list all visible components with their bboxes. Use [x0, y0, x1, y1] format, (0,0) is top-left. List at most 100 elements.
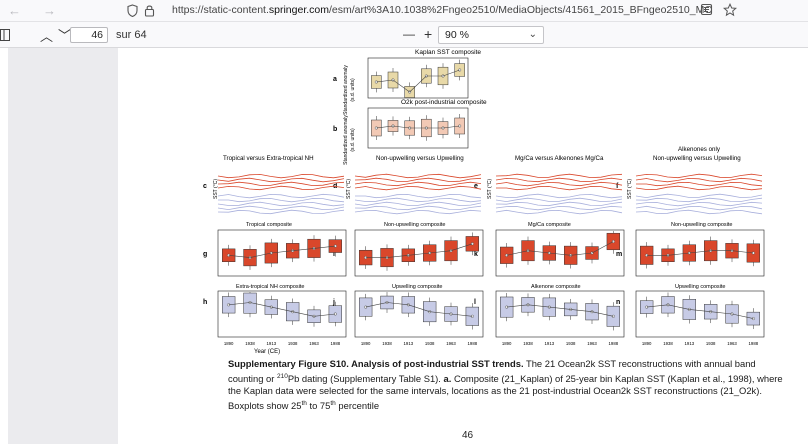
x-tick-label: 1938 — [425, 341, 435, 346]
panel-h-title: Extra-tropical NH composite — [236, 284, 304, 290]
ylabel-e: SST (°C) — [487, 179, 493, 199]
caption-title: Supplementary Figure S10. Analysis of po… — [228, 358, 524, 369]
ylabel-b-line1: Standardized anomaly — [343, 115, 349, 165]
panel-frame — [354, 229, 484, 277]
chevron-up-icon[interactable]: ︿ — [40, 29, 54, 44]
sst-series-line — [635, 209, 763, 215]
composite-trend-line — [506, 241, 614, 256]
x-tick-label: 1963 — [727, 341, 737, 346]
zoom-in-button[interactable]: + — [424, 26, 433, 42]
column-4-header-line2: Non-upwelling versus Upwelling — [653, 155, 741, 162]
sst-series-line — [495, 209, 623, 215]
caption-text-4: to 75 — [306, 399, 331, 411]
panel-b-title: O2k post-industrial composite — [401, 99, 487, 106]
sst-series-line — [217, 193, 345, 199]
boxplot-mean-point — [458, 68, 462, 72]
panel-g-title: Tropical composite — [246, 222, 292, 228]
caption-sup-3: th — [330, 399, 336, 407]
forward-arrow-icon[interactable]: → — [43, 3, 56, 18]
x-tick-label: 1938 — [523, 341, 533, 346]
url-domain: springer.com — [268, 4, 329, 16]
zoom-value: 90 % — [445, 29, 469, 41]
sst-series-line — [218, 197, 345, 203]
composite-boxplots — [217, 229, 765, 338]
back-arrow-icon[interactable]: ← — [8, 3, 21, 18]
x-tick-label: 1938 — [566, 341, 576, 346]
panel-k-title: Mg/Ca composite — [528, 222, 571, 228]
ylabel-a-line1: Standardized anomaly — [343, 65, 349, 115]
thumbnail-pane-edge — [0, 48, 8, 444]
sst-series-line — [635, 205, 763, 211]
sst-series-lines — [217, 173, 763, 215]
x-tick-label: 1890 — [224, 341, 234, 346]
x-tick-label: 1890 — [642, 341, 652, 346]
panel-frame — [635, 290, 765, 338]
panel-a-title: Kaplan SST composite — [415, 49, 481, 56]
lock-icon[interactable] — [144, 4, 155, 17]
sst-series-line — [495, 201, 623, 207]
figure-s10: a Kaplan SST composite b O2k post-indust… — [203, 49, 765, 355]
panel-frame — [217, 290, 347, 338]
panel-label-g: g — [203, 251, 207, 258]
sidebar-toggle-icon[interactable] — [0, 29, 10, 41]
sst-series-line — [355, 193, 482, 199]
panel-label-m: m — [616, 251, 622, 258]
sst-series-line — [635, 177, 763, 183]
x-tick-label: 1913 — [545, 341, 555, 346]
zoom-out-button[interactable]: — — [403, 27, 415, 41]
x-tick-label: 1938 — [663, 341, 673, 346]
ylabel-d: SST (°C) — [346, 179, 352, 199]
x-tick-label: 1938 — [288, 341, 298, 346]
sst-series-line — [217, 209, 345, 215]
x-tick-label: 1963 — [309, 341, 319, 346]
chevron-down-icon[interactable]: ﹀ — [58, 28, 72, 43]
sst-series-line — [354, 181, 482, 187]
composite-trend-line — [228, 245, 336, 258]
panel-label-i: i — [333, 251, 335, 258]
sst-series-line — [635, 201, 763, 207]
x-tick-label: 1963 — [446, 341, 456, 346]
caption-sup-1: 210 — [277, 372, 288, 380]
x-tick-label: 1938 — [706, 341, 716, 346]
zoom-select[interactable]: 90 % ⌄ — [438, 26, 544, 44]
url-prefix: https://static-content. — [172, 4, 269, 16]
panel-label-h: h — [203, 299, 207, 306]
caption-bold-a: a. — [443, 372, 452, 384]
column-2-header: Non-upwelling versus Upwelling — [376, 155, 464, 162]
url-security-icons — [127, 4, 155, 17]
x-tick-label: 1913 — [404, 341, 414, 346]
panel-frame — [367, 57, 469, 99]
composite-trend-line — [228, 302, 336, 317]
column-4-header-line1: Alkenones only — [678, 146, 721, 153]
composite-trend-line — [376, 125, 460, 129]
panel-label-b: b — [333, 126, 337, 133]
composite-trend-line — [646, 304, 754, 319]
sst-series-line — [495, 197, 623, 203]
x-tick-label: 1938 — [245, 341, 255, 346]
caption-sup-2: th — [301, 399, 307, 407]
address-bar[interactable]: https://static-content.springer.com/esm/… — [172, 4, 712, 16]
page-number-input[interactable]: 46 — [70, 27, 108, 43]
column-3-header: Mg/Ca versus Alkenones Mg/Ca — [515, 155, 604, 162]
reader-view-icon[interactable] — [700, 3, 713, 16]
figure-caption: Supplementary Figure S10. Analysis of po… — [228, 358, 788, 412]
browser-toolbar: ← → https://static-content.springer.com/… — [0, 0, 808, 22]
url-suffix: /esm/art%3A10.1038%2Fngeo2510/MediaObjec… — [329, 4, 712, 16]
x-axis-label: Year (CE) — [254, 349, 280, 355]
composite-trend-line — [365, 302, 473, 317]
panel-l-title: Alkenone composite — [531, 284, 581, 290]
x-axis-ticks: 1890 1938 1913 1938 1963 1988 1890 1938 1913 1938… — [224, 341, 759, 346]
shield-icon[interactable] — [127, 4, 138, 17]
ylabel-a-line2: (s.d. units) — [350, 78, 356, 102]
sst-series-line — [354, 177, 482, 183]
panel-n-title: Upwelling composite — [675, 284, 725, 290]
sst-series-line — [217, 173, 345, 179]
sst-series-line — [354, 173, 482, 179]
bookmark-star-icon[interactable] — [723, 3, 737, 17]
chevron-down-icon: ⌄ — [528, 29, 537, 40]
sst-series-line — [495, 173, 623, 179]
composite-trend-line — [365, 243, 473, 258]
pdf-toolbar — [0, 22, 808, 48]
sst-series-line — [495, 181, 623, 187]
sst-series-line — [495, 205, 623, 211]
